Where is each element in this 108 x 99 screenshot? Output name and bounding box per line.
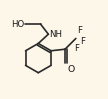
- Text: HO: HO: [11, 20, 24, 30]
- Text: F: F: [74, 44, 79, 53]
- Text: O: O: [67, 65, 75, 74]
- Text: NH: NH: [49, 30, 62, 40]
- Text: F: F: [77, 26, 82, 35]
- Text: F: F: [80, 37, 85, 46]
